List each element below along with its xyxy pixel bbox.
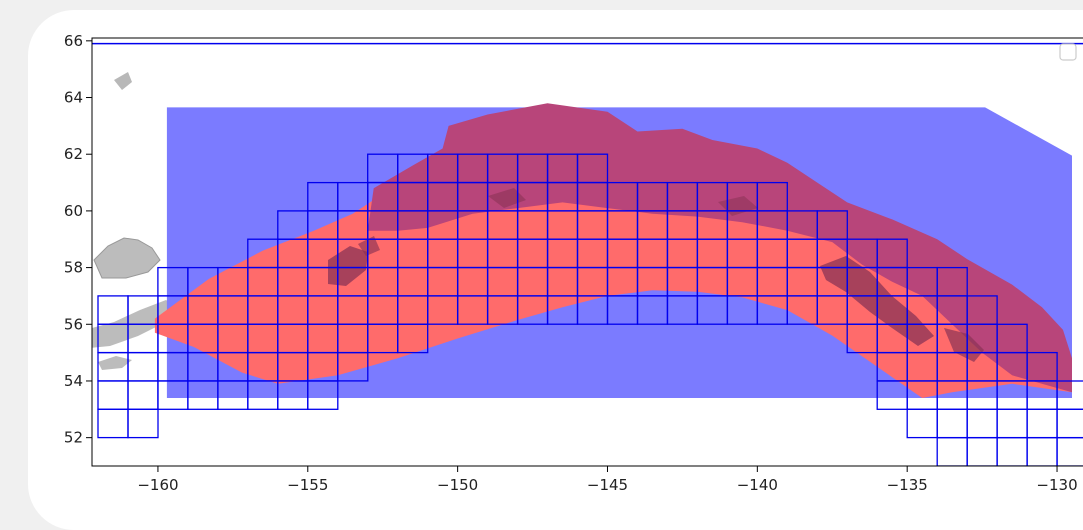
x-tick-label: −135 [887, 476, 928, 494]
grid-cell [936, 437, 968, 466]
x-tick-label: −150 [437, 476, 478, 494]
y-tick-label: 64 [64, 89, 83, 107]
grid-cell [307, 380, 339, 410]
x-tick-label: −155 [287, 476, 328, 494]
grid-cell [397, 323, 429, 354]
grid-cell [97, 380, 129, 410]
grid-cell [966, 408, 998, 439]
land-northwest-coast [93, 237, 161, 279]
axes-frame [91, 37, 1083, 467]
x-tick-label: −130 [1036, 476, 1077, 494]
grid-cell [127, 351, 159, 382]
y-tick-label: 62 [64, 145, 83, 163]
chart-card: −160 −155 −150 −145 −140 −135 −130 52 54 56 58 60 6… [28, 10, 1083, 530]
grid-cell [97, 408, 129, 439]
x-tick-label: −140 [737, 476, 778, 494]
grid-cell [906, 408, 938, 439]
x-axis: −160 −155 −150 −145 −140 −135 −130 [137, 466, 1078, 494]
y-tick-label: 58 [64, 259, 83, 277]
x-tick-label: −160 [137, 476, 178, 494]
grid-cell [1056, 408, 1083, 439]
y-tick-label: 52 [64, 429, 83, 447]
land-bay-island [114, 72, 132, 90]
y-tick-label: 60 [64, 202, 83, 220]
grid-cell [1056, 437, 1083, 466]
grid-cell [996, 408, 1028, 439]
grid-cell [1026, 408, 1058, 439]
land-island-chain [98, 356, 132, 370]
y-tick-label: 66 [64, 32, 83, 50]
grid-cell [1026, 437, 1058, 466]
y-tick-label: 56 [64, 315, 83, 333]
grid-cell [996, 437, 1028, 466]
island-haida-gwaii [944, 328, 984, 362]
grid-cells [97, 153, 1083, 466]
grid-cell [966, 437, 998, 466]
grid-cell [936, 408, 968, 439]
y-axis: 52 54 56 58 60 62 64 66 [64, 32, 92, 447]
grid-cell [127, 380, 159, 410]
y-tick-label: 54 [64, 372, 83, 390]
grid-cell [127, 408, 159, 439]
overlap-region [367, 103, 1072, 393]
grid-cell [337, 351, 369, 382]
map-plot: −160 −155 −150 −145 −140 −135 −130 52 54 56 58 60 6… [64, 32, 1083, 494]
x-tick-label: −145 [587, 476, 628, 494]
island-kenai-lakes [488, 188, 526, 208]
legend-box [1059, 43, 1077, 61]
island-afognak [358, 236, 380, 256]
